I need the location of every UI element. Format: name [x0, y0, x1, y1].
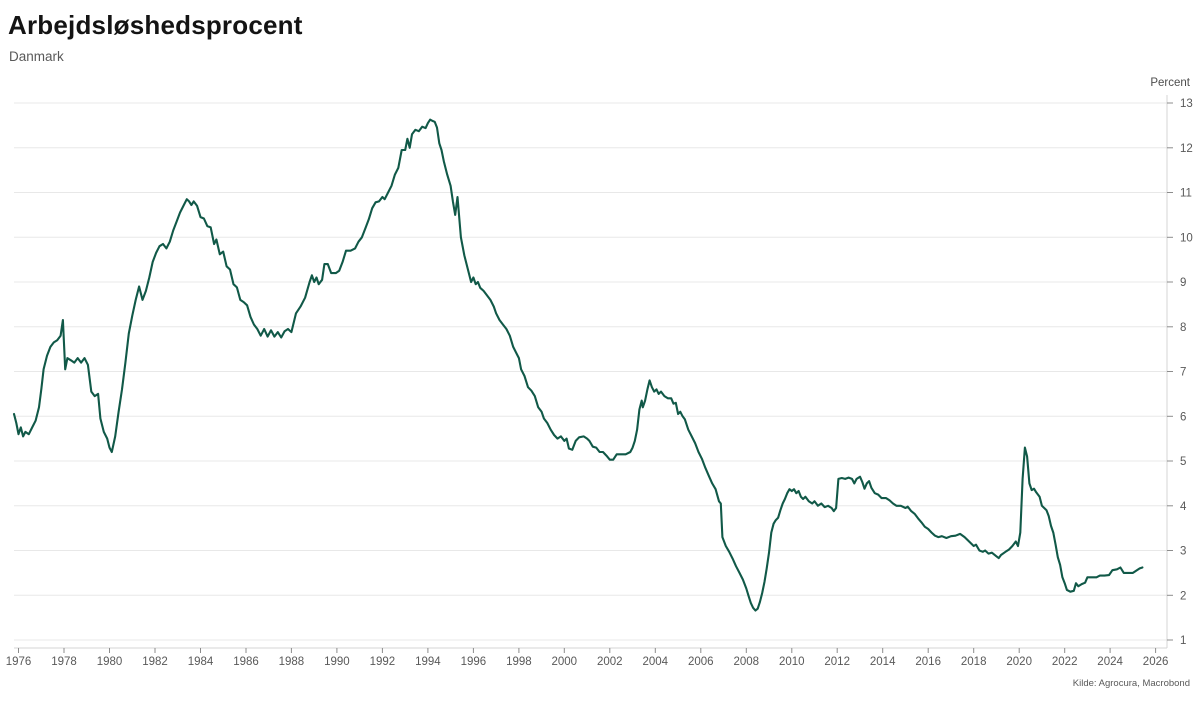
x-tick-label: 1988 [279, 656, 305, 668]
x-tick-label: 1986 [233, 656, 259, 668]
chart-title: Arbejdsløshedsprocent [8, 10, 303, 40]
y-tick-label: 4 [1180, 501, 1187, 513]
y-axis-unit-label: Percent [1150, 77, 1190, 89]
x-tick-label: 2022 [1052, 656, 1078, 668]
x-tick-label: 1978 [51, 656, 77, 668]
y-tick-label: 13 [1180, 98, 1193, 110]
y-tick-label: 10 [1180, 232, 1193, 244]
y-tick-label: 1 [1180, 635, 1186, 647]
x-tick-label: 1994 [415, 656, 441, 668]
x-tick-label: 2002 [597, 656, 623, 668]
x-tick-label: 2006 [688, 656, 714, 668]
x-tick-label: 2014 [870, 656, 896, 668]
x-tick-label: 1990 [324, 656, 350, 668]
chart-subtitle: Danmark [9, 49, 64, 64]
x-tick-label: 2010 [779, 656, 805, 668]
x-tick-label: 2000 [552, 656, 578, 668]
x-tick-label: 1996 [461, 656, 487, 668]
y-tick-label: 5 [1180, 456, 1186, 468]
unemployment-line [12, 118, 1144, 612]
y-tick-label: 8 [1180, 322, 1186, 334]
x-tick-label: 1984 [188, 656, 214, 668]
y-tick-label: 6 [1180, 411, 1186, 423]
x-tick-label: 2016 [915, 656, 941, 668]
y-tick-label: 9 [1180, 277, 1186, 289]
x-tick-label: 2026 [1143, 656, 1169, 668]
y-tick-label: 2 [1180, 590, 1186, 602]
y-tick-label: 12 [1180, 143, 1193, 155]
x-tick-label: 2004 [643, 656, 669, 668]
y-tick-label: 3 [1180, 546, 1186, 558]
y-tick-label: 7 [1180, 367, 1186, 379]
x-tick-label: 2012 [824, 656, 850, 668]
x-tick-label: 2020 [1006, 656, 1032, 668]
x-tick-label: 2018 [961, 656, 987, 668]
y-tick-label: 11 [1180, 188, 1192, 200]
x-tick-label: 1976 [6, 656, 32, 668]
x-tick-label: 1998 [506, 656, 532, 668]
source-attribution: Kilde: Agrocura, Macrobond [1072, 678, 1190, 689]
x-tick-label: 1982 [142, 656, 168, 668]
x-tick-label: 2008 [734, 656, 760, 668]
x-tick-label: 2024 [1097, 656, 1123, 668]
x-tick-label: 1992 [370, 656, 396, 668]
x-tick-label: 1980 [97, 656, 123, 668]
